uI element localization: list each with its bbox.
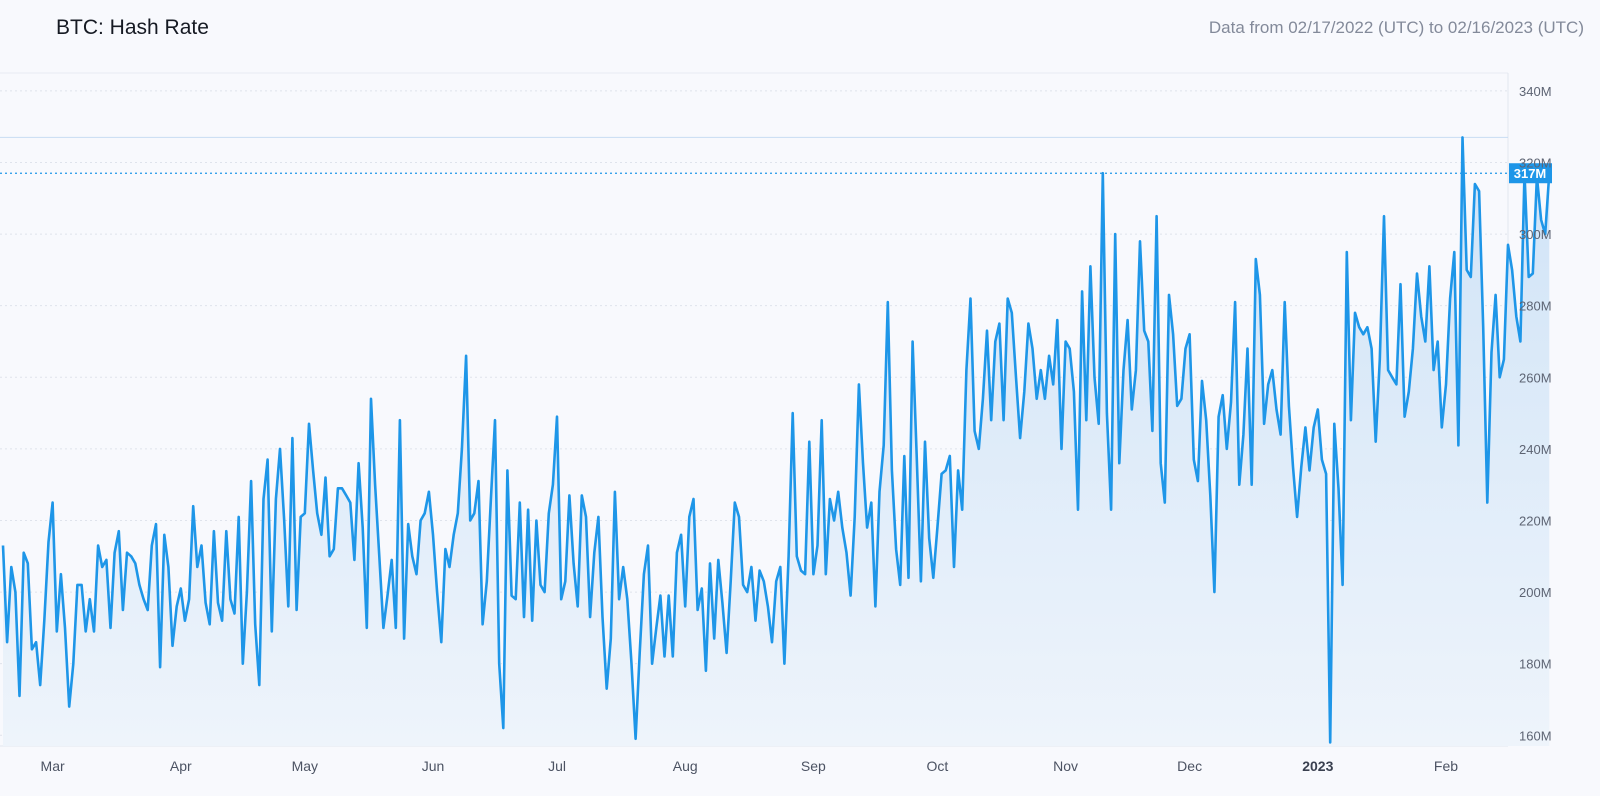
chart-title: BTC: Hash Rate [56,16,209,39]
x-tick-label: May [292,758,318,774]
y-tick-label: 320M [1519,155,1552,170]
x-tick-label: Oct [927,758,949,774]
area-fill [3,137,1550,746]
x-tick-label: Feb [1434,758,1458,774]
x-axis: Mar Apr May Jun Jul Aug Sep Oct Nov Dec 2023 Feb [41,758,1459,774]
date-range-label: Data from 02/17/2022 (UTC) to 02/16/2023… [1208,18,1584,37]
y-tick-label: 260M [1519,370,1552,385]
current-value-badge [1509,163,1552,184]
y-tick-label: 280M [1519,299,1552,314]
x-tick-label: Mar [41,758,65,774]
y-tick-label: 220M [1519,513,1552,528]
x-tick-label: Apr [170,758,192,774]
x-tick-label: Dec [1177,758,1202,774]
line-series [1,136,1551,744]
series-line [1,136,1551,744]
x-tick-label: Jun [422,758,445,774]
x-tick-label: 2023 [1302,758,1333,774]
y-tick-label: 240M [1519,442,1552,457]
y-tick-label: 340M [1519,84,1552,99]
current-value-marker: 317M [0,163,1552,184]
y-axis: 160M 180M 200M 220M 240M 260M 280M 300M 320M 340M [1519,84,1552,743]
y-tick-label: 300M [1519,227,1552,242]
y-tick-label: 180M [1519,657,1552,672]
x-tick-label: Jul [548,758,566,774]
x-tick-label: Nov [1053,758,1078,774]
y-tick-label: 200M [1519,585,1552,600]
current-value-label: 317M [1514,166,1547,181]
area-fill-path [3,137,1550,746]
x-tick-label: Sep [801,758,826,774]
y-tick-label: 160M [1519,728,1552,743]
x-tick-label: Aug [673,758,698,774]
